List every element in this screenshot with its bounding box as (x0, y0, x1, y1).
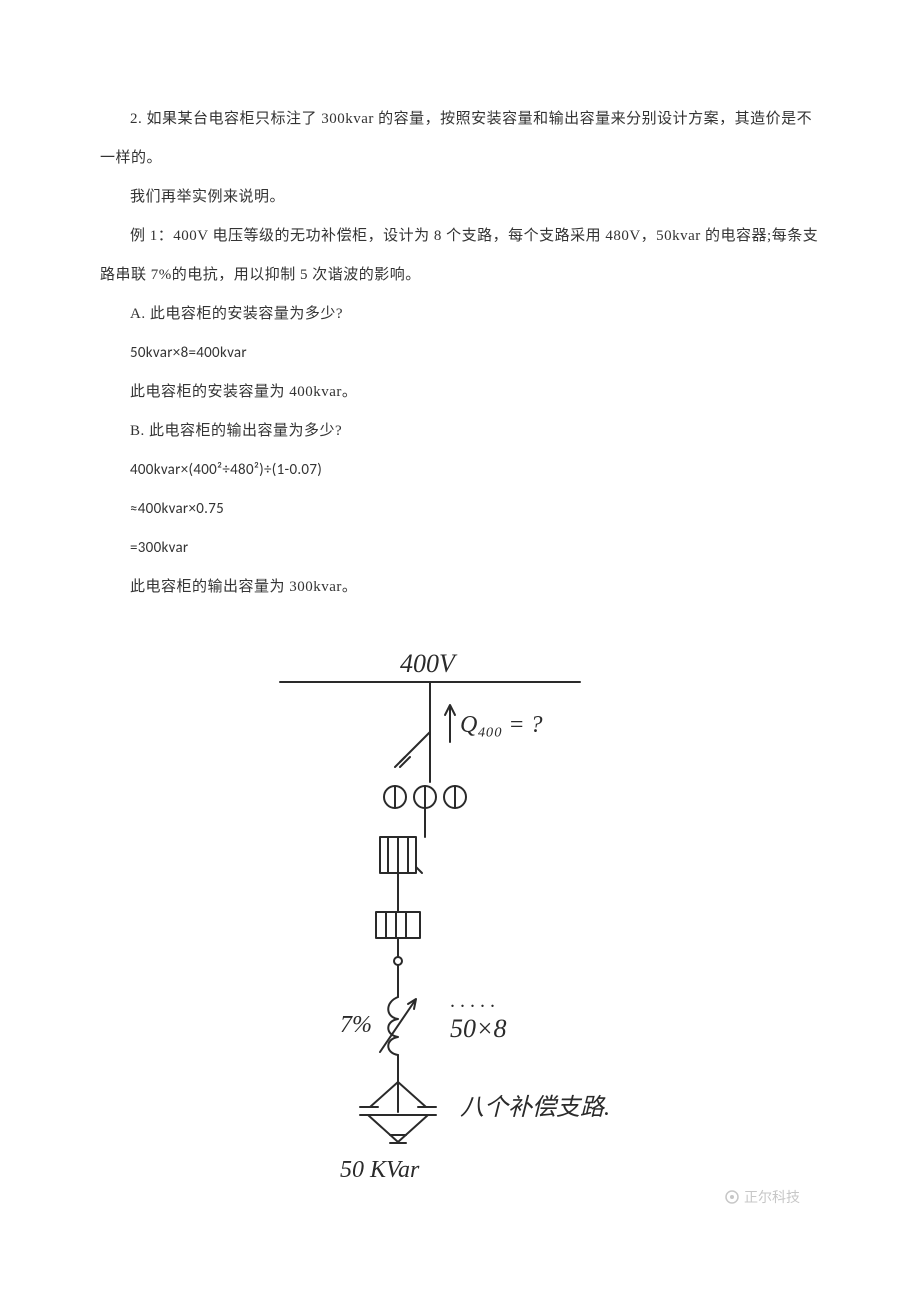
answer-b: 此电容柜的输出容量为 300kvar。 (100, 568, 820, 607)
calc-line-4: =300kvar (100, 529, 820, 568)
reactor-percent-label: 7% (340, 1012, 372, 1038)
voltage-label: 400V (400, 649, 458, 678)
watermark: 正尔科技 (724, 1187, 800, 1207)
capacitor-label: 50 KVar (340, 1157, 420, 1183)
circuit-diagram: 400V Q₄₀₀ = ? (100, 637, 820, 1217)
dots: . . . . . (450, 990, 495, 1012)
question-b: B. 此电容柜的输出容量为多少? (100, 412, 820, 451)
calc-line-3: ≈400kvar×0.75 (100, 490, 820, 529)
q-output-label: Q₄₀₀ = ? (460, 712, 543, 738)
branch-count-label: 50×8 (450, 1014, 507, 1043)
example-1-line1: 例 1：400V 电压等级的无功补偿柜，设计为 8 个支路，每个支路采用 480… (100, 217, 820, 256)
watermark-text: 正尔科技 (744, 1187, 800, 1207)
question-a: A. 此电容柜的安装容量为多少? (100, 295, 820, 334)
watermark-icon (724, 1189, 740, 1205)
paragraph-2: 我们再举实例来说明。 (100, 178, 820, 217)
paragraph-1-line1: 2. 如果某台电容柜只标注了 300kvar 的容量，按照安装容量和输出容量来分… (100, 100, 820, 139)
answer-a: 此电容柜的安装容量为 400kvar。 (100, 373, 820, 412)
paragraph-1-line2: 一样的。 (100, 139, 820, 178)
branch-note-label: 八个补偿支路. (460, 1094, 610, 1121)
calc-line-1: 50kvar×8=400kvar (100, 334, 820, 373)
example-1-line2: 路串联 7%的电抗，用以抑制 5 次谐波的影响。 (100, 256, 820, 295)
calc-line-2: 400kvar×(400²÷480²)÷(1-0.07) (100, 451, 820, 490)
